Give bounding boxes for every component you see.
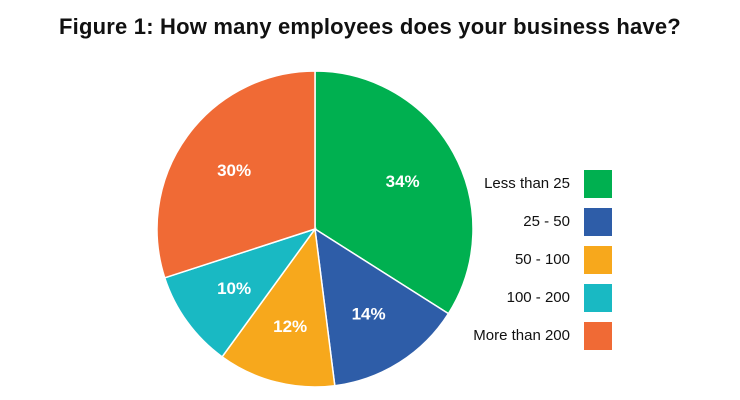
legend-item-more-than-200: More than 200 — [462, 322, 612, 350]
legend-item-100-200: 100 - 200 — [462, 284, 612, 312]
legend-label: 25 - 50 — [523, 213, 570, 230]
pie-slice-label-100-200: 10% — [217, 279, 251, 298]
legend-label: More than 200 — [473, 327, 570, 344]
legend-swatch — [584, 170, 612, 198]
legend-label: 100 - 200 — [506, 289, 570, 306]
pie-slice-label-50-100: 12% — [273, 317, 307, 336]
legend-item-50-100: 50 - 100 — [462, 246, 612, 274]
pie-slice-100-200 — [163, 227, 317, 358]
legend-label: 50 - 100 — [514, 251, 570, 268]
legend-swatch — [584, 246, 612, 274]
pie-slice-label-more-than-200: 30% — [217, 161, 251, 180]
legend-label: Less than 25 — [484, 175, 570, 192]
pie-slice-less-than-25 — [314, 70, 474, 315]
pie-slice-label-25-50: 14% — [352, 304, 386, 323]
pie-slice-25-50 — [314, 227, 450, 387]
legend-swatch — [584, 284, 612, 312]
pie-slice-50-100 — [221, 227, 336, 388]
legend-swatch — [584, 208, 612, 236]
chart-title: Figure 1: How many employees does your b… — [59, 14, 681, 39]
legend-swatch — [584, 322, 612, 350]
legend-item-25-50: 25 - 50 — [462, 208, 612, 236]
legend-item-less-than-25: Less than 25 — [462, 170, 612, 198]
pie-slice-more-than-200 — [156, 70, 316, 279]
pie-slice-label-less-than-25: 34% — [386, 172, 420, 191]
